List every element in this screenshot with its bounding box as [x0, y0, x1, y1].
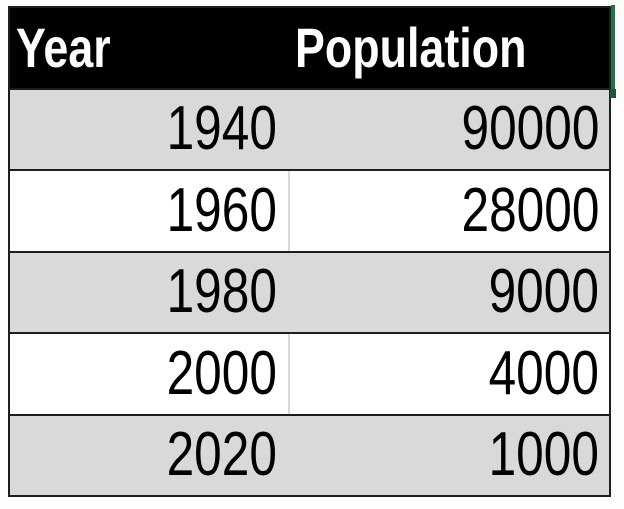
year-column-header: Year — [10, 8, 288, 88]
year-cell: 2020 — [10, 416, 288, 496]
year-value: 1980 — [166, 257, 277, 327]
population-cell: 1000 — [288, 416, 609, 496]
table-row: 1940 90000 — [10, 87, 609, 170]
population-cell: 9000 — [288, 253, 609, 333]
table-row: 2000 4000 — [10, 332, 609, 414]
table-row: 1960 28000 — [10, 169, 609, 251]
year-value: 2020 — [166, 420, 277, 490]
excel-fill-handle-icon — [610, 89, 616, 98]
population-cell: 4000 — [288, 334, 609, 414]
population-cell: 90000 — [288, 90, 609, 170]
year-value: 2000 — [166, 338, 277, 408]
year-value: 1960 — [166, 175, 277, 245]
year-cell: 1960 — [10, 171, 288, 251]
population-value: 90000 — [461, 94, 599, 164]
year-cell: 2000 — [10, 334, 288, 414]
table-row: 2020 1000 — [10, 413, 609, 496]
population-table: Year Population 1940 90000 1960 28000 — [8, 6, 611, 497]
population-value: 1000 — [488, 420, 599, 490]
excel-selection-border — [611, 5, 615, 89]
population-value: 9000 — [488, 257, 599, 327]
year-cell: 1980 — [10, 253, 288, 333]
population-value: 4000 — [488, 338, 599, 408]
year-value: 1940 — [166, 94, 277, 164]
population-header-label: Population — [295, 15, 527, 79]
population-value: 28000 — [461, 175, 599, 245]
table-row: 1980 9000 — [10, 250, 609, 333]
year-cell: 1940 — [10, 90, 288, 170]
table-header-row: Year Population — [10, 8, 609, 88]
population-column-header: Population — [288, 8, 609, 88]
year-header-label: Year — [16, 15, 111, 79]
population-cell: 28000 — [288, 171, 609, 251]
